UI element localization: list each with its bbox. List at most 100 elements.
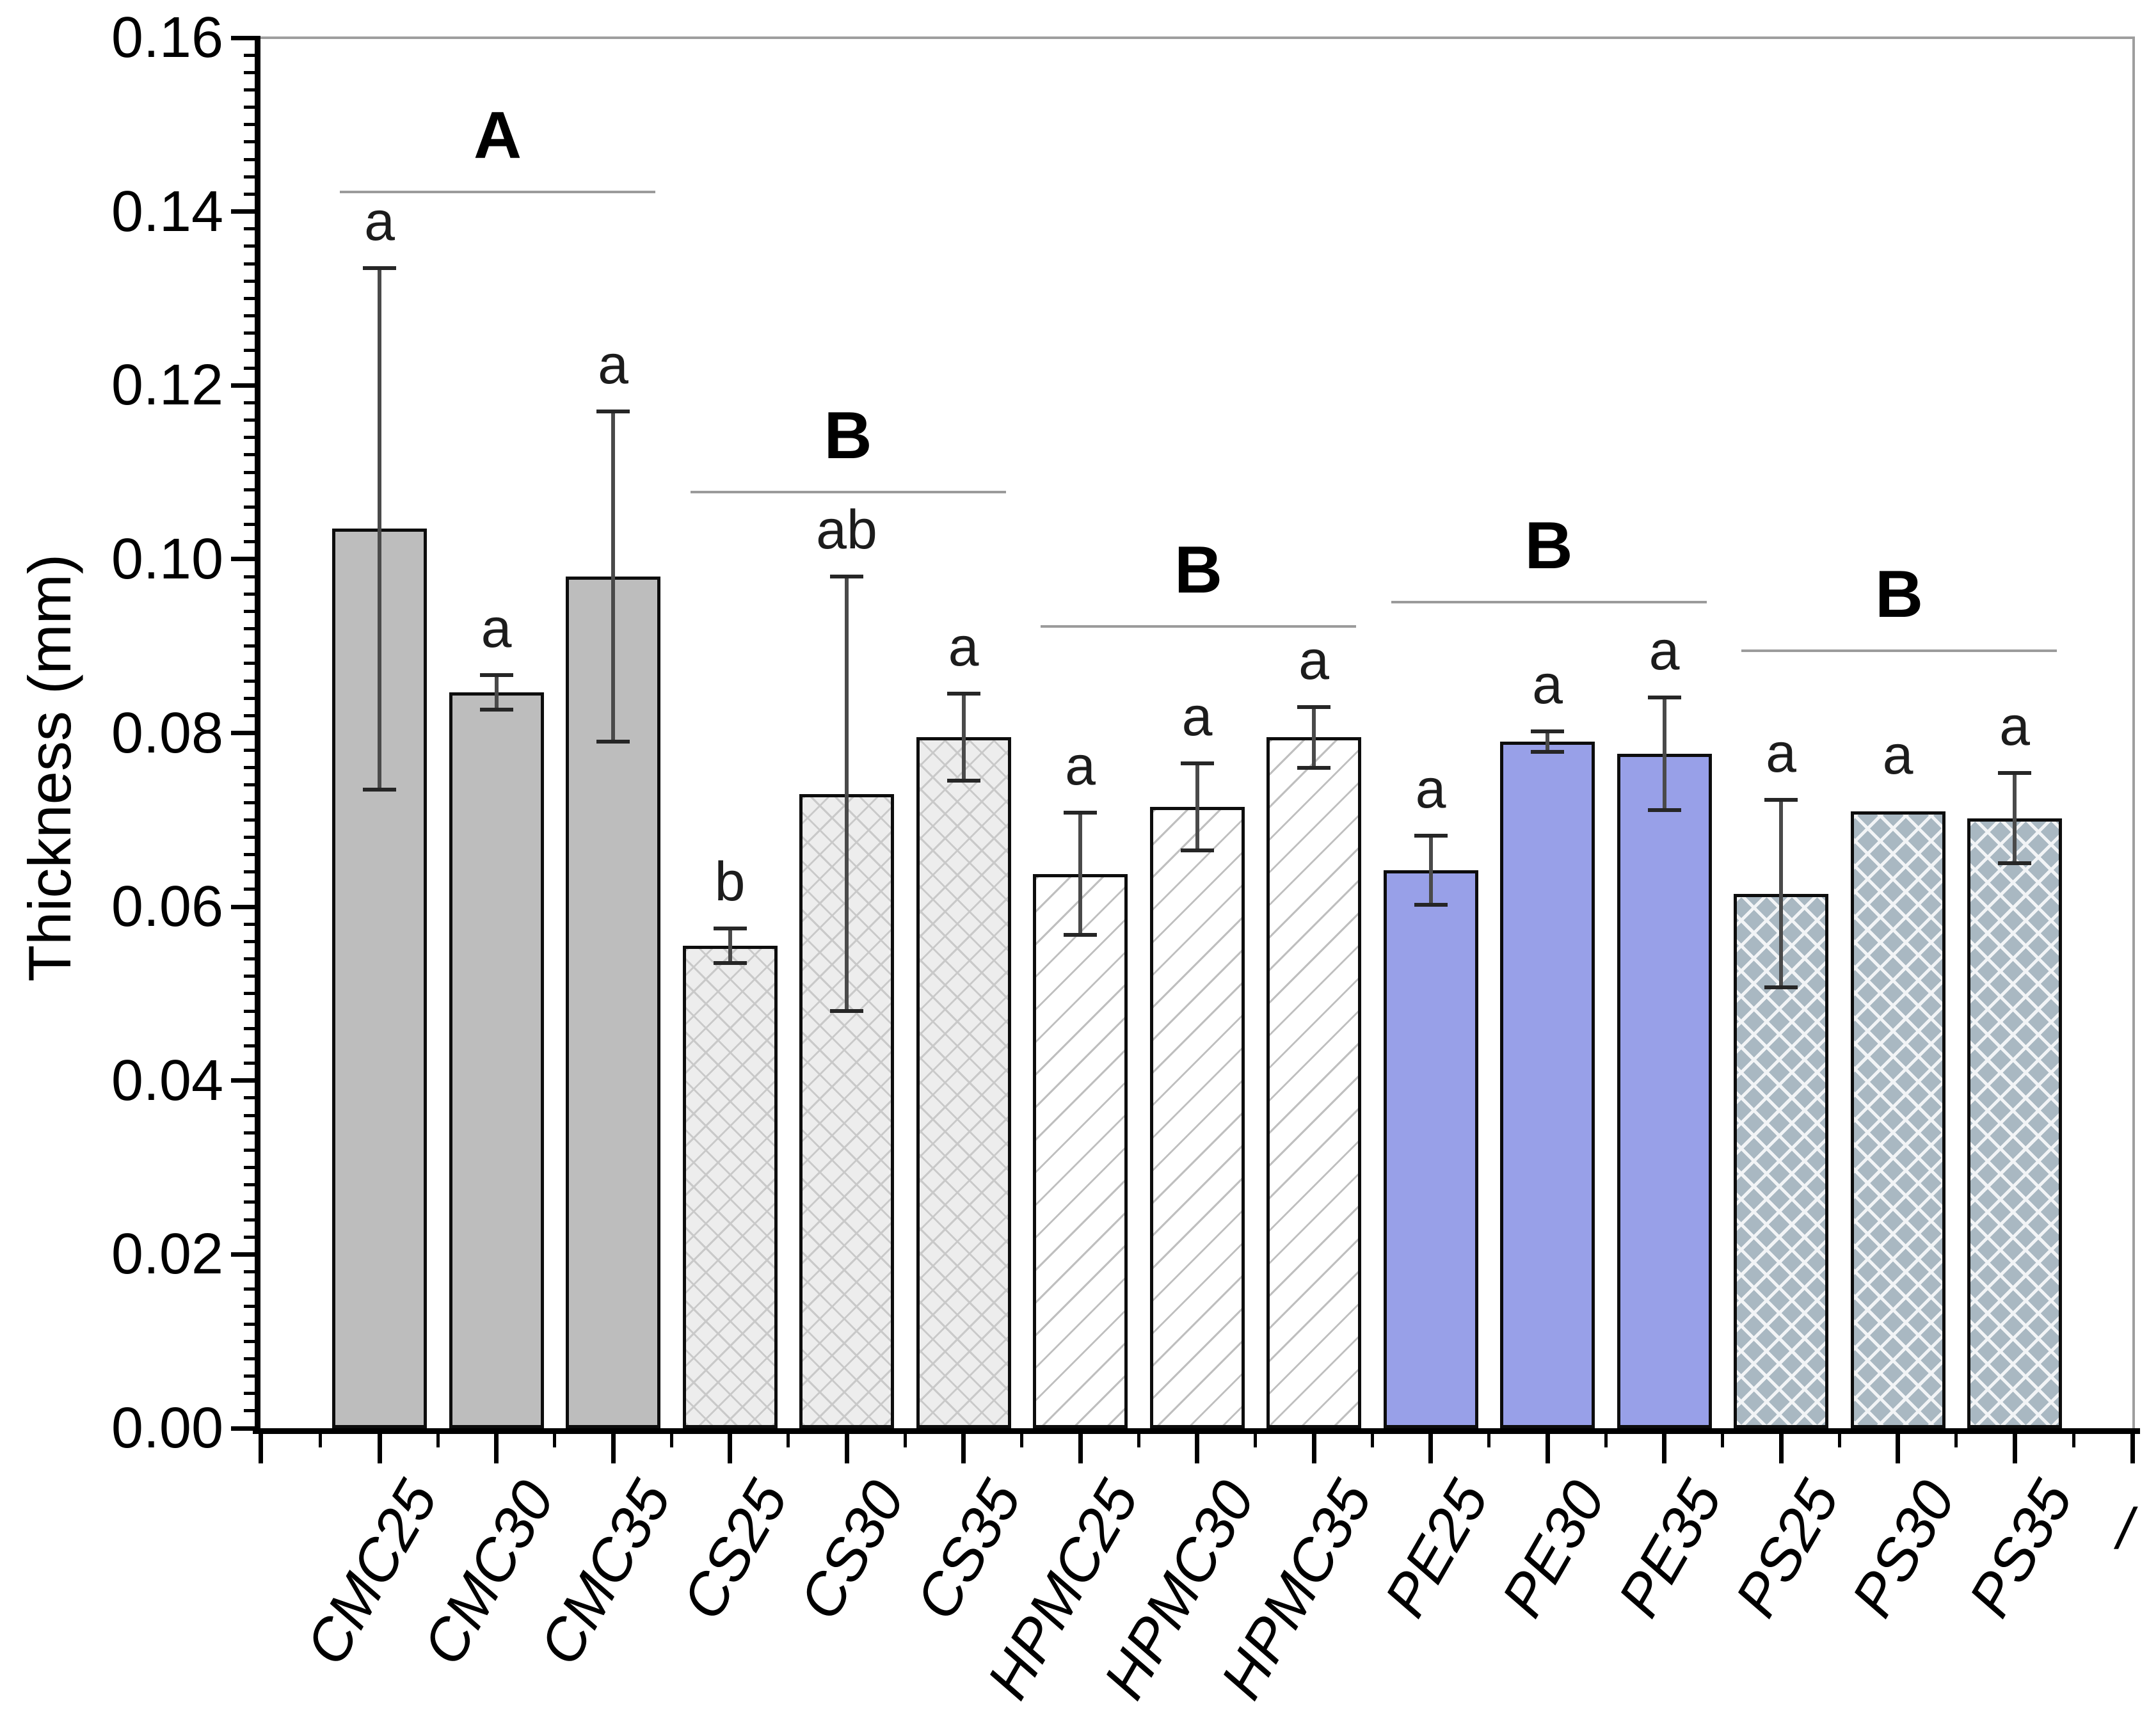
- error-bar-cap-top-CS25: [713, 927, 747, 931]
- error-bar-cap-bottom-CS25: [713, 961, 747, 966]
- y-minor-tick: [244, 957, 260, 961]
- bar-HPMC30: [1149, 806, 1245, 1428]
- y-minor-tick: [244, 106, 260, 109]
- x-minor-tick: [318, 1428, 322, 1447]
- x-major-tick: [1896, 1428, 1900, 1463]
- x-major-tick: [258, 1428, 263, 1463]
- y-minor-tick: [244, 1305, 260, 1309]
- group-letter-3: B: [1524, 509, 1573, 584]
- y-minor-tick: [244, 696, 260, 700]
- y-minor-tick: [244, 540, 260, 544]
- x-tick-label-PS30: PS30: [1839, 1470, 1969, 1628]
- y-minor-tick: [244, 592, 260, 596]
- error-bar-cap-top-CMC35: [596, 409, 630, 413]
- y-minor-tick: [244, 262, 260, 266]
- y-minor-tick: [244, 1409, 260, 1413]
- y-minor-tick: [244, 366, 260, 370]
- error-bar-cap-bottom-CS30: [830, 1009, 863, 1014]
- x-minor-tick: [1137, 1428, 1140, 1447]
- x-minor-tick: [787, 1428, 790, 1447]
- error-bar-line-HPMC25: [1078, 813, 1082, 935]
- y-minor-tick: [244, 1131, 260, 1135]
- y-major-tick: [231, 35, 260, 40]
- x-minor-tick: [1487, 1428, 1491, 1447]
- y-tick-label: 0.02: [111, 1222, 223, 1287]
- y-minor-tick: [244, 1009, 260, 1013]
- significance-letter-CS25: b: [714, 851, 746, 913]
- error-bar-cap-top-PS35: [1998, 770, 2031, 775]
- significance-letter-PS30: a: [1882, 724, 1913, 786]
- y-major-tick: [231, 904, 260, 909]
- y-tick-label: 0.10: [111, 527, 223, 591]
- error-bar-cap-bottom-PS25: [1764, 985, 1798, 990]
- x-minor-tick: [1370, 1428, 1374, 1447]
- y-tick-label: 0.12: [111, 353, 223, 418]
- error-bar-line-CMC30: [494, 674, 499, 710]
- error-bar-line-PS25: [1779, 800, 1783, 988]
- x-major-tick: [728, 1428, 732, 1463]
- y-minor-tick: [244, 314, 260, 318]
- y-minor-tick: [244, 818, 260, 822]
- x-major-tick: [1311, 1428, 1316, 1463]
- error-bar-line-CMC35: [611, 411, 615, 742]
- x-major-tick: [2130, 1428, 2135, 1463]
- x-major-tick: [844, 1428, 849, 1463]
- bar-PE30: [1500, 742, 1595, 1428]
- error-bar-cap-top-CS35: [947, 692, 980, 696]
- significance-letter-PE25: a: [1415, 758, 1446, 820]
- y-minor-tick: [244, 627, 260, 631]
- y-minor-tick: [244, 1148, 260, 1152]
- group-line-3: [1391, 601, 1707, 604]
- error-bar-line-CMC25: [378, 267, 381, 790]
- bar-CMC30: [449, 692, 544, 1428]
- y-axis-title: Thickness (mm): [16, 553, 83, 982]
- y-tick-label: 0.06: [111, 875, 223, 939]
- y-minor-tick: [244, 470, 260, 474]
- x-tick-label-CS25: CS25: [670, 1470, 801, 1630]
- y-minor-tick: [244, 349, 260, 353]
- y-minor-tick: [244, 244, 260, 248]
- y-minor-tick: [244, 1062, 260, 1065]
- x-major-tick: [1428, 1428, 1433, 1463]
- x-major-tick: [1078, 1428, 1083, 1463]
- y-minor-tick: [244, 296, 260, 300]
- x-major-tick: [611, 1428, 616, 1463]
- y-minor-tick: [244, 505, 260, 509]
- y-minor-tick: [244, 523, 260, 527]
- x-major-tick: [1778, 1428, 1784, 1463]
- error-bar-line-CS35: [961, 694, 966, 781]
- x-major-tick: [961, 1428, 966, 1463]
- significance-letter-CMC35: a: [598, 333, 628, 395]
- group-line-1: [690, 490, 1006, 493]
- error-bar-cap-top-HPMC35: [1297, 705, 1330, 709]
- error-bar-cap-bottom-PE35: [1647, 808, 1681, 813]
- x-major-tick: [1195, 1428, 1199, 1463]
- group-letter-1: B: [824, 398, 872, 473]
- significance-letter-PS25: a: [1766, 722, 1796, 784]
- x-minor-tick: [436, 1428, 440, 1447]
- error-bar-line-CS30: [845, 577, 849, 1012]
- significance-letter-PE35: a: [1649, 619, 1680, 681]
- x-major-tick: [2012, 1428, 2017, 1463]
- significance-letter-CS30: ab: [816, 499, 877, 561]
- error-bar-cap-top-CMC25: [363, 266, 396, 270]
- y-minor-tick: [244, 88, 260, 92]
- y-minor-tick: [244, 1096, 260, 1100]
- y-minor-tick: [244, 679, 260, 683]
- y-minor-tick: [244, 1287, 260, 1291]
- significance-letter-CMC30: a: [481, 597, 512, 659]
- error-bar-cap-top-CMC30: [479, 673, 513, 677]
- y-minor-tick: [244, 644, 260, 648]
- x-minor-tick: [1837, 1428, 1841, 1447]
- y-minor-tick: [244, 835, 260, 839]
- error-bar-cap-bottom-PS35: [1998, 861, 2031, 866]
- y-minor-tick: [244, 279, 260, 283]
- bar-PE25: [1383, 870, 1478, 1428]
- y-minor-tick: [244, 1374, 260, 1378]
- group-letter-2: B: [1174, 533, 1223, 608]
- y-tick-label: 0.04: [111, 1048, 223, 1113]
- error-bar-cap-top-PE25: [1414, 833, 1448, 838]
- y-minor-tick: [244, 1218, 260, 1222]
- x-tick-label-CS30: CS30: [787, 1470, 918, 1630]
- x-minor-tick: [553, 1428, 557, 1447]
